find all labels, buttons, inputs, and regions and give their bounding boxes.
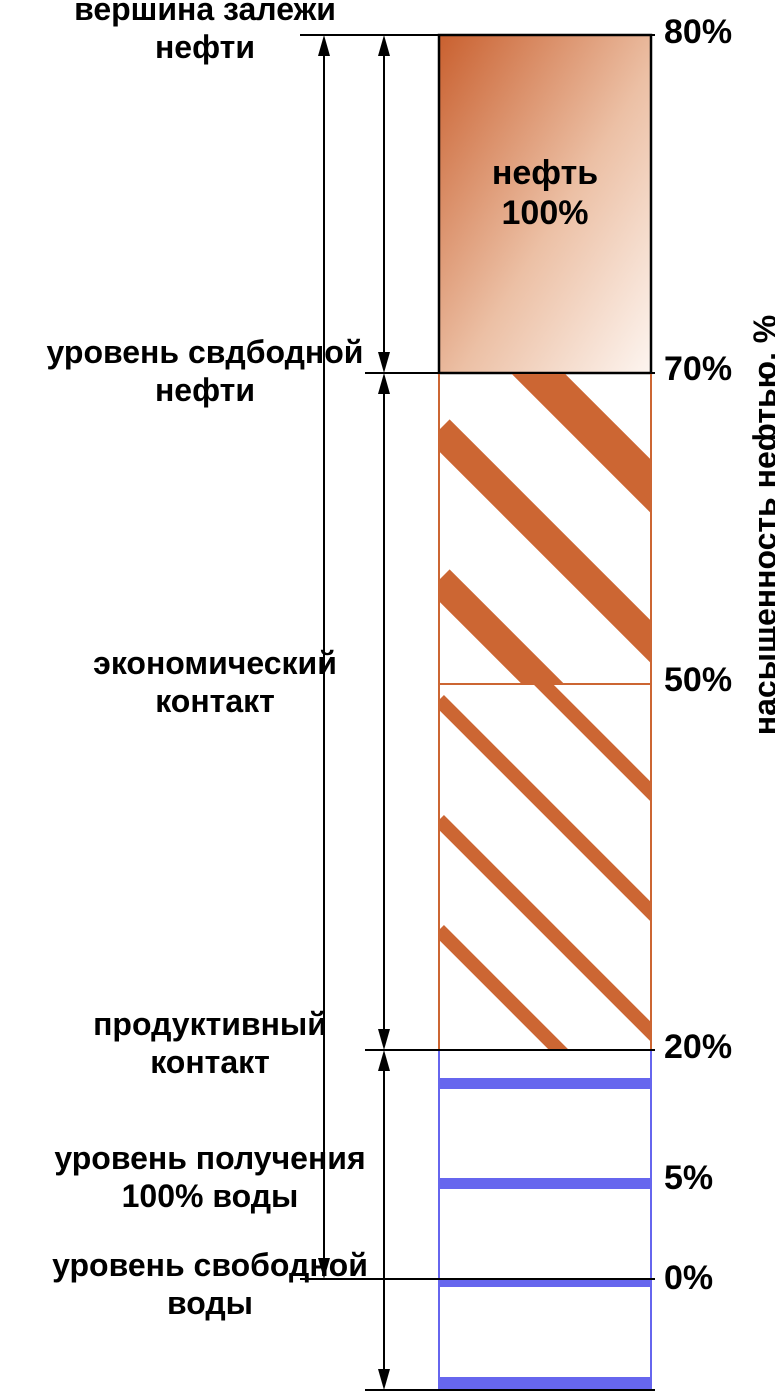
axis-label: насыщенность нефтью, % <box>747 315 775 736</box>
water-stripes <box>439 1078 651 1388</box>
label-free-water-level: уровень свободной воды <box>10 1246 410 1322</box>
tick-70: 70% <box>664 350 733 388</box>
label-top-of-deposit-line2: нефти <box>154 29 256 65</box>
label-economic-contact-line2: контакт <box>155 683 275 719</box>
tick-80: 80% <box>664 13 733 51</box>
tick-5: 5% <box>664 1159 714 1197</box>
label-productive-contact-line2: контакт <box>150 1044 270 1080</box>
transition-zone-lower <box>439 684 651 1050</box>
label-free-oil-level: уровень свдбодной нефти <box>0 333 410 409</box>
water-zone <box>438 1049 652 1389</box>
oil-zone <box>437 33 653 375</box>
label-economic-contact-line1: экономический <box>93 645 337 681</box>
label-free-oil-level-line1: уровень свдбодной <box>46 334 364 370</box>
label-water-100-level: уровень получения 100% воды <box>10 1139 410 1215</box>
label-free-water-level-line1: уровень свободной <box>52 1247 368 1283</box>
label-free-oil-level-line2: нефти <box>154 372 256 408</box>
dimension-arrows <box>318 35 390 1390</box>
oil-zone-label-line2: 100% <box>501 194 589 232</box>
label-water-100-level-line2: 100% воды <box>121 1178 299 1214</box>
level-lines <box>300 34 655 1391</box>
tick-50: 50% <box>664 661 733 699</box>
label-economic-contact: экономический контакт <box>50 644 380 720</box>
label-productive-contact: продуктивный контакт <box>45 1005 375 1081</box>
tick-0: 0% <box>664 1259 714 1297</box>
label-free-water-level-line2: воды <box>166 1285 253 1321</box>
label-water-100-level-line1: уровень получения <box>54 1140 366 1176</box>
transition-zone-upper <box>439 373 651 684</box>
label-productive-contact-line1: продуктивный <box>93 1006 327 1042</box>
oil-zone-label-line1: нефть <box>491 154 599 192</box>
label-top-of-deposit-line1: вершина залежи <box>74 0 336 27</box>
tick-20: 20% <box>664 1028 733 1066</box>
label-top-of-deposit: вершина залежи нефти <box>25 0 385 66</box>
oil-zone-label: нефть 100% <box>439 153 651 233</box>
